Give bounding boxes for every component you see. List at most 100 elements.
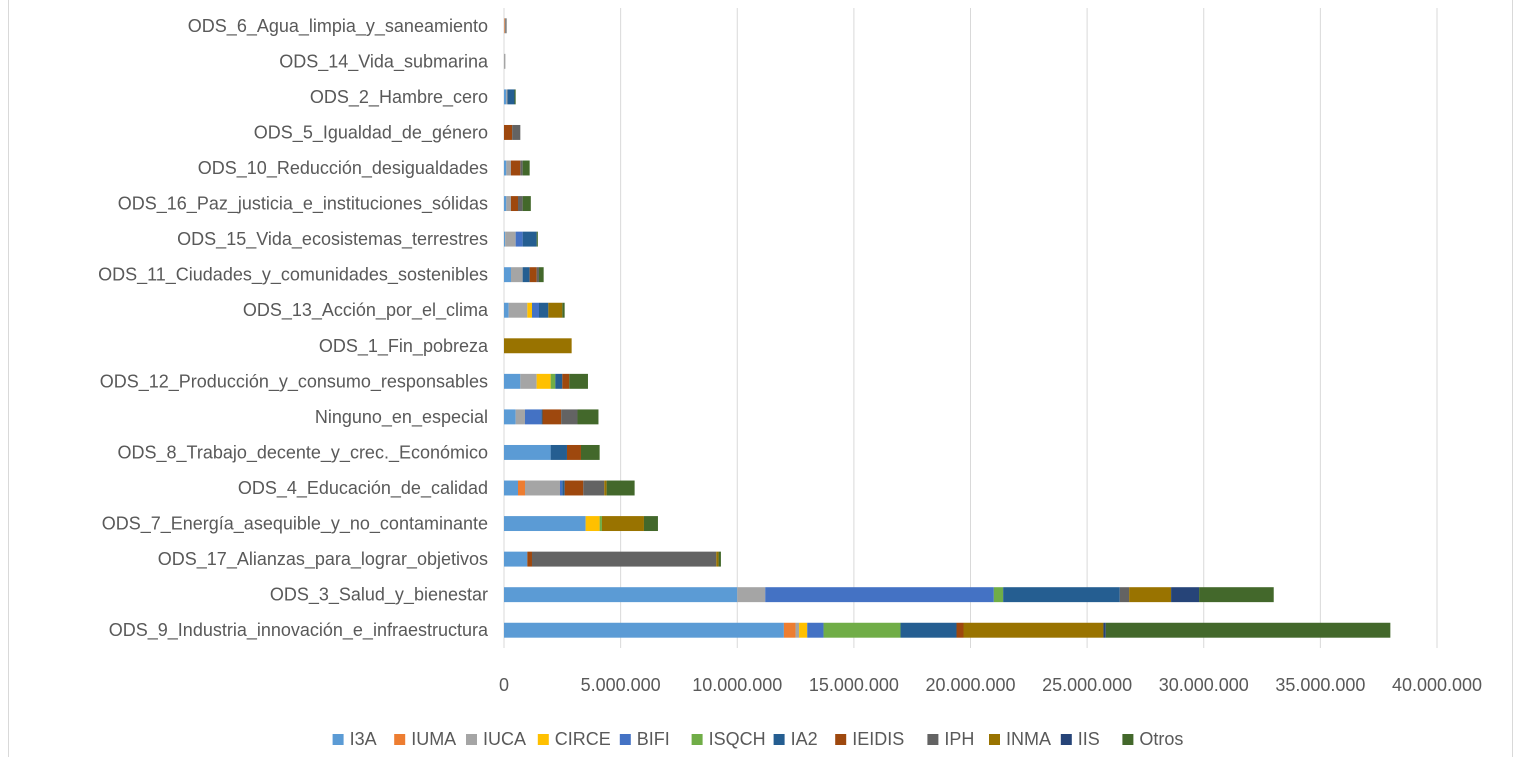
legend-item-otros[interactable]: Otros [1122,729,1183,749]
chart-frame: ODS_6_Agua_limpia_y_saneamiento ODS_14_Vi… [8,0,1513,757]
bar-segment-bifi [524,409,542,425]
bar-segment-isqch [823,622,901,638]
x-tick-label: 35.000.000 [1275,675,1365,695]
bar-segment-i3a [504,516,586,532]
bar-segment-ieidis [542,409,562,425]
bar-segment-i3a [504,89,507,105]
bar-segment-i3a [504,444,551,460]
legend-swatch [619,734,631,745]
x-tick-labels: 0 5.000.000 10.000.000 15.000.000 20.000.000… [499,675,1482,695]
gridlines [503,8,1438,648]
legend-swatch [927,734,939,745]
legend-label: I3A [350,729,377,749]
bar-segment-circe [585,516,600,532]
legend-swatch [394,734,406,745]
x-tick-label: 0 [499,675,509,695]
x-tick-label: 40.000.000 [1392,675,1482,695]
legend-item-bifi[interactable]: BIFI [619,729,670,749]
category-label: ODS_17_Alianzas_para_lograr_objetivos [158,549,488,570]
bar-segment-ia2 [541,409,543,425]
legend-item-ia2[interactable]: IA2 [773,729,818,749]
category-label: ODS_15_Vida_ecosistemas_terrestres [177,229,488,250]
bar-segment-iuca [506,196,511,212]
bar-segment-otros [514,89,516,105]
bar-segment-iph [520,160,523,176]
bar-segment-iuca [515,409,525,425]
category-label: ODS_10_Reducción_desigualdades [198,158,488,179]
bar-segment-iuca [737,587,766,603]
bar-segment-otros [536,231,538,247]
bar-segment-iph [517,196,523,212]
bar-segment-iph [583,480,605,496]
legend-label: BIFI [637,729,670,749]
category-label: ODS_4_Educación_de_calidad [238,478,488,499]
bar-segment-inma [963,622,1104,638]
legend-label: IEIDIS [852,729,904,749]
bar-segment-ieidis [562,373,570,389]
bar-segment-ieidis [527,551,532,567]
category-label: ODS_7_Energía_asequible_y_no_contaminant… [102,514,488,535]
bar-segment-ia2 [522,231,537,247]
bar-segment-isqch [993,587,1004,603]
legend-label: IUMA [411,729,456,749]
legend-swatch [537,734,549,745]
bar-segment-iuca [506,160,511,176]
bar-segment-i3a [504,302,509,318]
legend-label: Otros [1139,729,1183,749]
bar-segment-circe [536,373,551,389]
category-label: ODS_13_Acción_por_el_clima [243,300,489,321]
legend-swatch [835,734,847,745]
legend-label: CIRCE [555,729,611,749]
bar-segment-iuca [504,53,506,69]
bar-segment-ia2 [555,373,563,389]
bar-segment-iuca [795,622,800,638]
category-label: ODS_11_Ciudades_y_comunidades_sostenible… [98,265,488,286]
bar-segment-ieidis [510,160,521,176]
bar-segment-i3a [504,267,511,283]
bar-segment-ia2 [550,444,567,460]
bar-segment-inma [1129,587,1172,603]
legend-swatch [773,734,785,745]
bar-segment-iuma [517,480,525,496]
legend-swatch [1060,734,1072,745]
bar-segment-i3a [504,622,784,638]
legend-item-iuma[interactable]: IUMA [394,729,456,749]
bar-segment-iuca [520,373,537,389]
bar-segment-inma [716,551,719,567]
bar-segment-iuma [504,18,505,34]
bar-segment-i3a [504,373,521,389]
bar-segment-otros [643,516,658,532]
legend[interactable]: I3A IUMA IUCA CIRCE BIFI ISQCH IA2 IEIDIS IPH INM… [332,729,1184,749]
bar-segment-circe [527,302,532,318]
bar-segment-bifi [765,587,994,603]
legend-item-ieidis[interactable]: IEIDIS [835,729,904,749]
bar-segment-ia2 [507,89,515,105]
bar-segment-iuca [524,480,560,496]
bar-segment-ieidis [566,444,581,460]
x-tick-label: 20.000.000 [925,675,1015,695]
bar-segment-otros [569,373,588,389]
category-labels: ODS_6_Agua_limpia_y_saneamiento ODS_14_Vi… [98,16,489,641]
stacked-bar-chart: ODS_6_Agua_limpia_y_saneamiento ODS_14_Vi… [98,8,1482,749]
legend-label: IA2 [791,729,818,749]
bars [504,18,1391,638]
legend-item-iph[interactable]: IPH [927,729,974,749]
category-label: Ninguno_en_especial [315,407,488,428]
bar-segment-ia2 [900,622,957,638]
category-label: ODS_2_Hambre_cero [310,87,488,108]
legend-item-i3a[interactable]: I3A [332,729,377,749]
bar-segment-otros [718,551,721,567]
category-label: ODS_3_Salud_y_bienestar [270,585,488,606]
legend-item-iuca[interactable]: IUCA [466,729,526,749]
legend-item-circe[interactable]: CIRCE [537,729,611,749]
bar-segment-iph [1119,587,1130,603]
bar-segment-ieidis [529,267,537,283]
bar-segment-bifi [531,302,539,318]
bar-segment-isqch [550,373,556,389]
category-label: ODS_5_Igualdad_de_género [254,122,488,143]
bar-segment-ieidis [564,480,584,496]
legend-item-inma[interactable]: INMA [989,729,1051,749]
legend-item-isqch[interactable]: ISQCH [691,729,766,749]
legend-item-iis[interactable]: IIS [1060,729,1100,749]
bar-segment-i3a [504,196,507,212]
